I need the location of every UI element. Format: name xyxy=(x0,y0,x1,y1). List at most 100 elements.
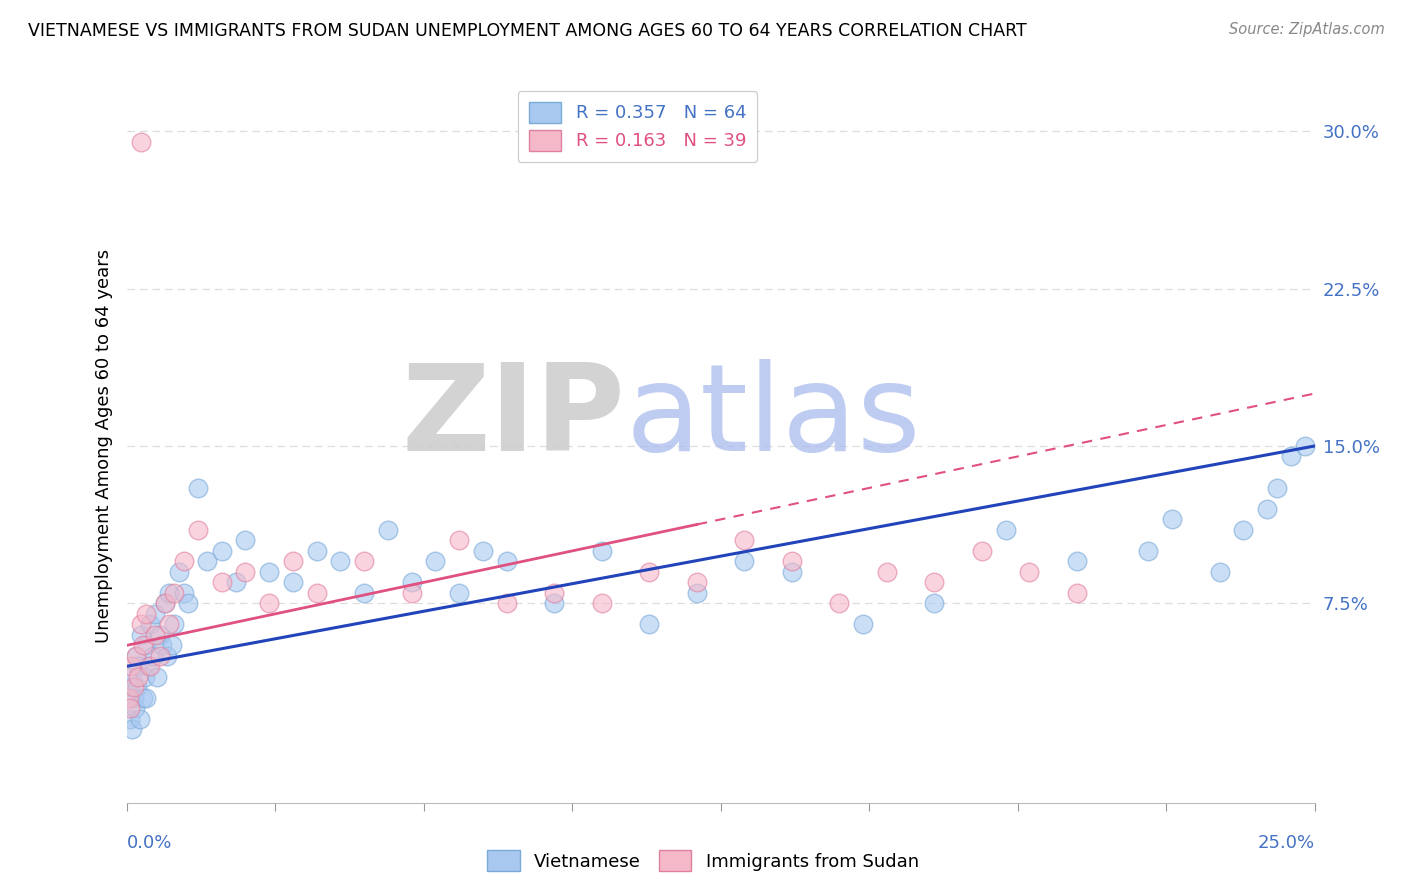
Point xyxy=(149,648,172,663)
Point xyxy=(195,554,218,568)
Point xyxy=(924,575,946,590)
Point xyxy=(686,575,709,590)
Point xyxy=(1066,554,1088,568)
Point xyxy=(177,596,200,610)
Point xyxy=(876,565,898,579)
Point xyxy=(157,586,180,600)
Point xyxy=(780,554,803,568)
Point xyxy=(353,586,375,600)
Point xyxy=(187,523,209,537)
Point xyxy=(591,596,613,610)
Point xyxy=(852,617,875,632)
Point xyxy=(125,648,148,663)
Point xyxy=(638,617,661,632)
Point xyxy=(233,533,256,548)
Point xyxy=(686,586,709,600)
Point xyxy=(129,135,152,149)
Point xyxy=(125,648,148,663)
Point xyxy=(135,607,157,621)
Point xyxy=(924,596,946,610)
Point xyxy=(120,670,142,684)
Point xyxy=(1265,481,1288,495)
Legend: R = 0.357   N = 64, R = 0.163   N = 39: R = 0.357 N = 64, R = 0.163 N = 39 xyxy=(517,91,756,161)
Point xyxy=(122,690,145,705)
Text: ZIP: ZIP xyxy=(402,359,626,476)
Text: VIETNAMESE VS IMMIGRANTS FROM SUDAN UNEMPLOYMENT AMONG AGES 60 TO 64 YEARS CORRE: VIETNAMESE VS IMMIGRANTS FROM SUDAN UNEM… xyxy=(28,22,1026,40)
Point xyxy=(543,586,565,600)
Point xyxy=(136,659,159,673)
Point xyxy=(401,586,423,600)
Point xyxy=(449,586,471,600)
Point xyxy=(142,648,165,663)
Point xyxy=(305,544,328,558)
Point xyxy=(160,639,183,653)
Point xyxy=(1294,439,1316,453)
Point xyxy=(129,628,152,642)
Point xyxy=(377,523,399,537)
Point xyxy=(225,575,247,590)
Point xyxy=(118,681,141,695)
Point xyxy=(1279,450,1302,464)
Point xyxy=(281,554,304,568)
Point xyxy=(281,575,304,590)
Point xyxy=(733,533,755,548)
Point xyxy=(153,596,176,610)
Point xyxy=(135,690,157,705)
Point xyxy=(233,565,256,579)
Point xyxy=(638,565,661,579)
Point xyxy=(132,690,155,705)
Text: 0.0%: 0.0% xyxy=(127,834,172,852)
Legend: Vietnamese, Immigrants from Sudan: Vietnamese, Immigrants from Sudan xyxy=(479,843,927,879)
Point xyxy=(139,617,162,632)
Point xyxy=(211,544,233,558)
Point xyxy=(163,617,186,632)
Point xyxy=(353,554,375,568)
Point xyxy=(1018,565,1040,579)
Point xyxy=(257,596,280,610)
Point xyxy=(495,554,517,568)
Point xyxy=(495,596,517,610)
Point xyxy=(163,586,186,600)
Point xyxy=(127,659,149,673)
Point xyxy=(120,712,142,726)
Point xyxy=(329,554,352,568)
Point xyxy=(1161,512,1184,526)
Point xyxy=(1208,565,1230,579)
Point xyxy=(124,701,146,715)
Point xyxy=(994,523,1017,537)
Point xyxy=(1256,502,1278,516)
Point xyxy=(305,586,328,600)
Point xyxy=(1137,544,1160,558)
Point xyxy=(125,681,148,695)
Point xyxy=(127,670,149,684)
Point xyxy=(780,565,803,579)
Point xyxy=(122,681,145,695)
Text: atlas: atlas xyxy=(626,359,921,476)
Point xyxy=(173,554,195,568)
Point xyxy=(543,596,565,610)
Point xyxy=(425,554,447,568)
Point xyxy=(733,554,755,568)
Point xyxy=(139,659,162,673)
Point xyxy=(211,575,233,590)
Point xyxy=(401,575,423,590)
Point xyxy=(128,712,150,726)
Point xyxy=(143,607,166,621)
Point xyxy=(1232,523,1254,537)
Point xyxy=(472,544,495,558)
Point xyxy=(135,639,157,653)
Y-axis label: Unemployment Among Ages 60 to 64 years: Unemployment Among Ages 60 to 64 years xyxy=(96,249,114,643)
Point xyxy=(120,701,142,715)
Point xyxy=(449,533,471,548)
Point xyxy=(167,565,190,579)
Point xyxy=(257,565,280,579)
Point xyxy=(120,659,142,673)
Point xyxy=(970,544,993,558)
Point xyxy=(129,617,152,632)
Point xyxy=(132,639,155,653)
Point xyxy=(187,481,209,495)
Point xyxy=(143,628,166,642)
Point xyxy=(153,596,176,610)
Point xyxy=(149,628,172,642)
Point xyxy=(828,596,851,610)
